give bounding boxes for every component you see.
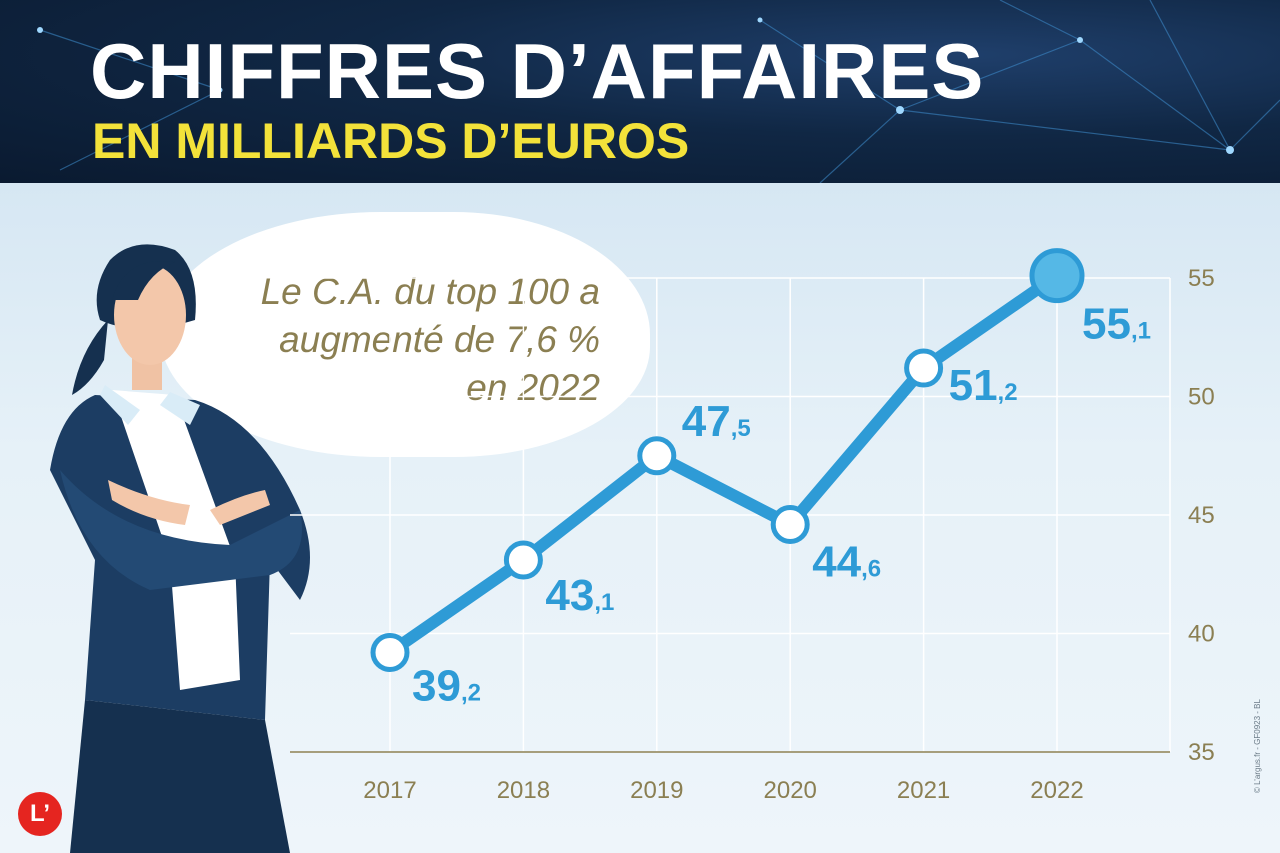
y-tick-label: 45 [1188,502,1215,529]
data-point [770,504,810,544]
credit-text: © L’argus.fr - GF0923 - BL [1253,699,1262,793]
bubble-line-3: en 2022 [466,367,600,408]
data-label: 51,2 [949,361,1018,410]
chart-subtitle: EN MILLIARDS D’EUROS [92,113,690,169]
x-tick-label: 2019 [630,777,683,804]
data-point [1029,248,1085,304]
data-label: 55,1 [1082,300,1151,349]
data-label: 43,1 [545,571,614,620]
data-point [370,632,410,672]
largus-logo: L’ [18,792,62,836]
x-tick-label: 2021 [897,777,950,804]
data-point [503,540,543,580]
y-tick-label: 40 [1188,621,1215,648]
network-background-graphic [37,0,1280,183]
y-tick-label: 55 [1188,265,1215,292]
header-banner: CHIFFRES D’AFFAIRES EN MILLIARDS D’EUROS [0,0,1280,183]
data-label: 44,6 [812,537,881,586]
x-tick-label: 2020 [764,777,817,804]
y-tick-label: 35 [1188,739,1215,766]
y-axis-ticks: 35 40 45 50 55 [1188,265,1215,766]
series-line [386,270,1061,658]
data-label: 47,5 [682,397,751,446]
speech-bubble [160,212,650,457]
data-label: 39,2 [412,661,481,710]
data-labels: 39,2 43,1 47,5 44,6 51,2 55,1 [412,300,1151,711]
y-tick-label: 50 [1188,384,1215,411]
chart-title: CHIFFRES D’AFFAIRES [90,27,985,115]
x-tick-label: 2017 [363,777,416,804]
x-axis-ticks: 2017 2018 2019 2020 2021 2022 [363,777,1083,804]
businesswoman-illustration [50,244,310,853]
data-point [637,436,677,476]
bubble-line-2: augmenté de 7,6 % [279,319,600,360]
x-tick-label: 2022 [1030,777,1083,804]
x-tick-label: 2018 [497,777,550,804]
data-points [370,248,1085,672]
data-point [904,348,944,388]
